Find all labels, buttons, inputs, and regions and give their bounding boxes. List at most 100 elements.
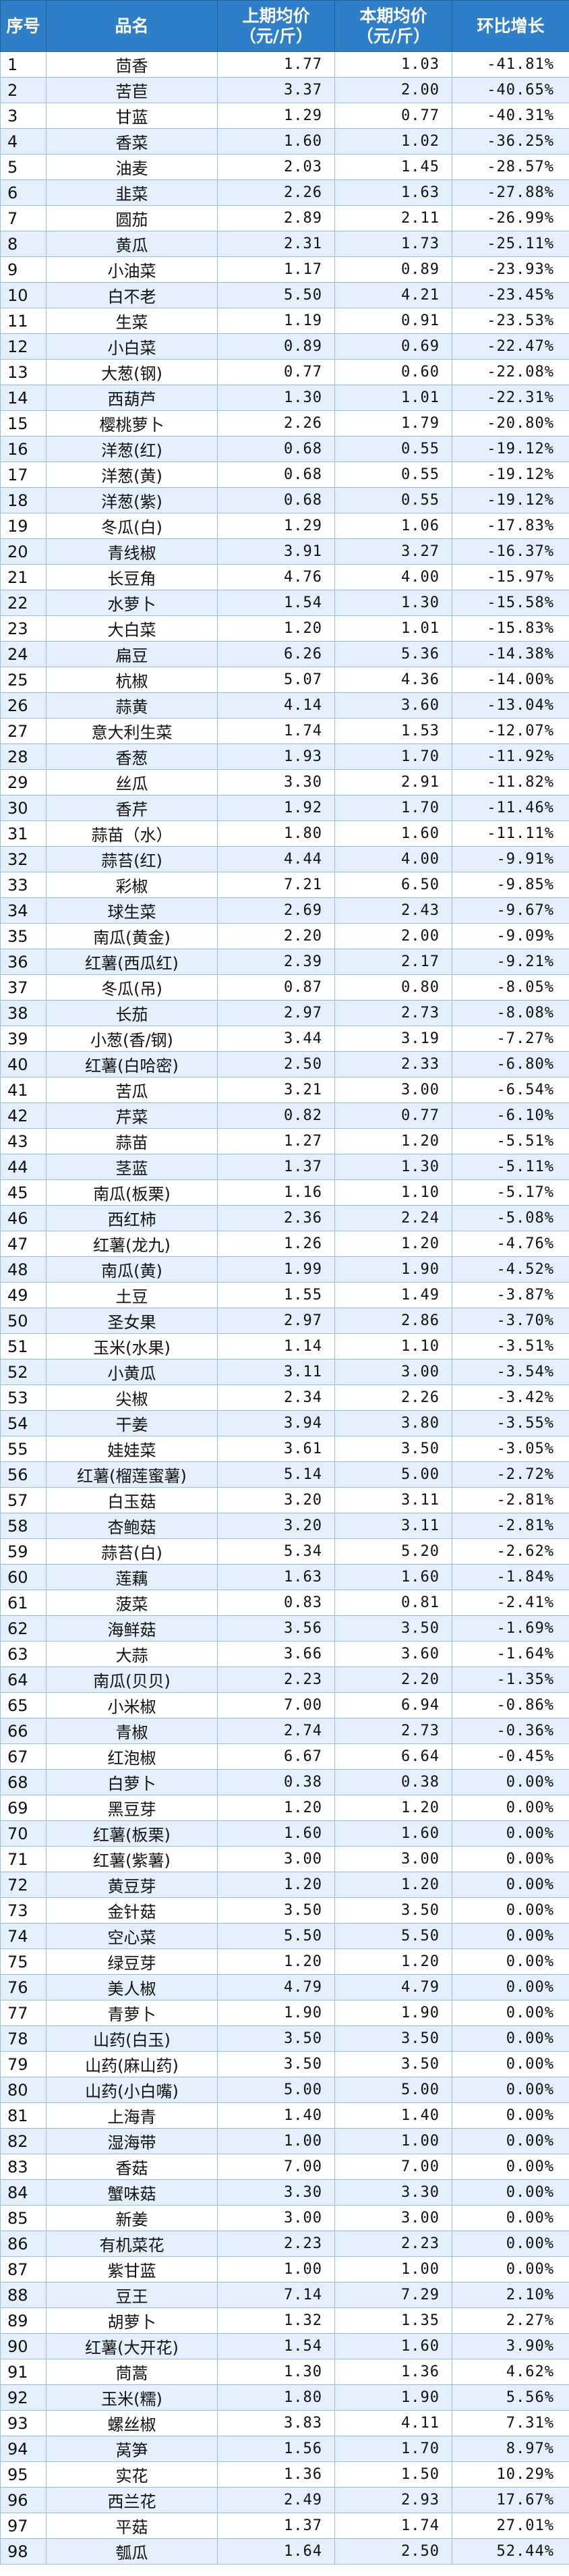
table-row: 24 扁豆 6.26 5.36 -14.38% [0, 641, 569, 667]
curr-price: 0.89 [334, 256, 452, 283]
table-row: 19 冬瓜(白) 1.29 1.06 -17.83% [0, 513, 569, 539]
row-index: 7 [0, 205, 47, 231]
vegetable-name: 白玉菇 [46, 1487, 218, 1513]
prev-price: 1.92 [217, 795, 335, 821]
table-row: 20 青线椒 3.91 3.27 -16.37% [0, 538, 569, 565]
header-change: 环比增长 [452, 0, 569, 52]
row-index: 38 [0, 1000, 47, 1026]
row-index: 42 [0, 1102, 47, 1129]
curr-price: 2.11 [334, 205, 452, 231]
prev-price: 2.69 [217, 897, 335, 924]
change-rate: 0.00% [452, 2000, 569, 2026]
prev-price: 1.36 [217, 2461, 335, 2488]
table-row: 78 山药(白玉) 3.50 3.50 0.00% [0, 2025, 569, 2052]
vegetable-name: 白萝卜 [46, 1769, 218, 1795]
prev-price: 1.20 [217, 1949, 335, 1975]
change-rate: 0.00% [452, 2256, 569, 2283]
curr-price: 3.50 [334, 2051, 452, 2077]
change-rate: -11.82% [452, 769, 569, 795]
curr-price: 1.20 [334, 1872, 452, 1898]
curr-price: 1.35 [334, 2307, 452, 2334]
change-rate: -2.62% [452, 1538, 569, 1565]
curr-price: 1.70 [334, 795, 452, 821]
table-row: 76 美人椒 4.79 4.79 0.00% [0, 1974, 569, 2000]
curr-price: 3.50 [334, 1436, 452, 1462]
change-rate: -41.81% [452, 51, 569, 78]
curr-price: 5.20 [334, 1538, 452, 1565]
vegetable-name: 绿豆芽 [46, 1949, 218, 1975]
curr-price: 6.64 [334, 1743, 452, 1770]
vegetable-name: 红泡椒 [46, 1743, 218, 1770]
row-index: 62 [0, 1615, 47, 1642]
change-rate: -2.81% [452, 1487, 569, 1513]
row-index: 93 [0, 2410, 47, 2436]
row-index: 25 [0, 667, 47, 693]
table-row: 70 红薯(板栗) 1.60 1.60 0.00% [0, 1820, 569, 1847]
change-rate: -40.31% [452, 103, 569, 129]
curr-price: 1.06 [334, 513, 452, 539]
row-index: 46 [0, 1205, 47, 1231]
prev-price: 1.80 [217, 820, 335, 847]
prev-price: 0.38 [217, 1769, 335, 1795]
change-rate: 10.29% [452, 2461, 569, 2488]
prev-price: 1.60 [217, 128, 335, 155]
prev-price: 1.00 [217, 2256, 335, 2283]
prev-price: 1.19 [217, 308, 335, 334]
change-rate: -5.17% [452, 1179, 569, 1206]
table-row: 92 玉米(糯) 1.80 1.90 5.56% [0, 2384, 569, 2411]
curr-price: 4.00 [334, 846, 452, 872]
vegetable-name: 豆王 [46, 2282, 218, 2308]
table-row: 72 黄豆芽 1.20 1.20 0.00% [0, 1872, 569, 1898]
row-index: 22 [0, 590, 47, 616]
prev-price: 1.74 [217, 718, 335, 744]
table-row: 13 大葱(钢) 0.77 0.60 -22.08% [0, 359, 569, 385]
row-index: 14 [0, 385, 47, 411]
vegetable-name: 紫甘蓝 [46, 2256, 218, 2283]
vegetable-name: 胡萝卜 [46, 2307, 218, 2334]
row-index: 64 [0, 1667, 47, 1693]
table-row: 94 莴笋 1.56 1.70 8.97% [0, 2436, 569, 2462]
vegetable-name: 小米椒 [46, 1692, 218, 1718]
vegetable-name: 瓠瓜 [46, 2538, 218, 2565]
row-index: 70 [0, 1820, 47, 1847]
row-index: 77 [0, 2000, 47, 2026]
curr-price: 1.90 [334, 2384, 452, 2411]
prev-price: 3.50 [217, 2051, 335, 2077]
prev-price: 2.97 [217, 1308, 335, 1334]
table-row: 9 小油菜 1.17 0.89 -23.93% [0, 256, 569, 283]
curr-price: 1.36 [334, 2359, 452, 2385]
table-row: 44 茎蓝 1.37 1.30 -5.11% [0, 1154, 569, 1180]
row-index: 26 [0, 692, 47, 719]
prev-price: 3.00 [217, 1846, 335, 1872]
curr-price: 1.53 [334, 718, 452, 744]
prev-price: 0.87 [217, 974, 335, 1001]
change-rate: -3.05% [452, 1436, 569, 1462]
vegetable-name: 水萝卜 [46, 590, 218, 616]
prev-price: 3.30 [217, 769, 335, 795]
change-rate: 0.00% [452, 1923, 569, 1949]
row-index: 75 [0, 1949, 47, 1975]
change-rate: 52.44% [452, 2538, 569, 2565]
vegetable-name: 扁豆 [46, 641, 218, 667]
change-rate: 8.97% [452, 2436, 569, 2462]
prev-price: 3.94 [217, 1410, 335, 1436]
curr-price: 1.30 [334, 1154, 452, 1180]
vegetable-name: 西兰花 [46, 2487, 218, 2513]
curr-price: 0.91 [334, 308, 452, 334]
row-index: 39 [0, 1026, 47, 1052]
vegetable-name: 长豆角 [46, 564, 218, 590]
change-rate: -6.80% [452, 1051, 569, 1077]
table-row: 49 土豆 1.55 1.49 -3.87% [0, 1282, 569, 1308]
row-index: 71 [0, 1846, 47, 1872]
curr-price: 1.45 [334, 154, 452, 180]
change-rate: -1.84% [452, 1564, 569, 1590]
row-index: 84 [0, 2179, 47, 2206]
curr-price: 1.70 [334, 2436, 452, 2462]
table-row: 58 杏鲍菇 3.20 3.11 -2.81% [0, 1513, 569, 1539]
table-row: 98 瓠瓜 1.64 2.50 52.44% [0, 2538, 569, 2565]
vegetable-name: 红薯(紫薯) [46, 1846, 218, 1872]
table-row: 62 海鲜菇 3.56 3.50 -1.69% [0, 1615, 569, 1642]
prev-price: 7.21 [217, 872, 335, 898]
change-rate: -1.35% [452, 1667, 569, 1693]
change-rate: 4.62% [452, 2359, 569, 2385]
